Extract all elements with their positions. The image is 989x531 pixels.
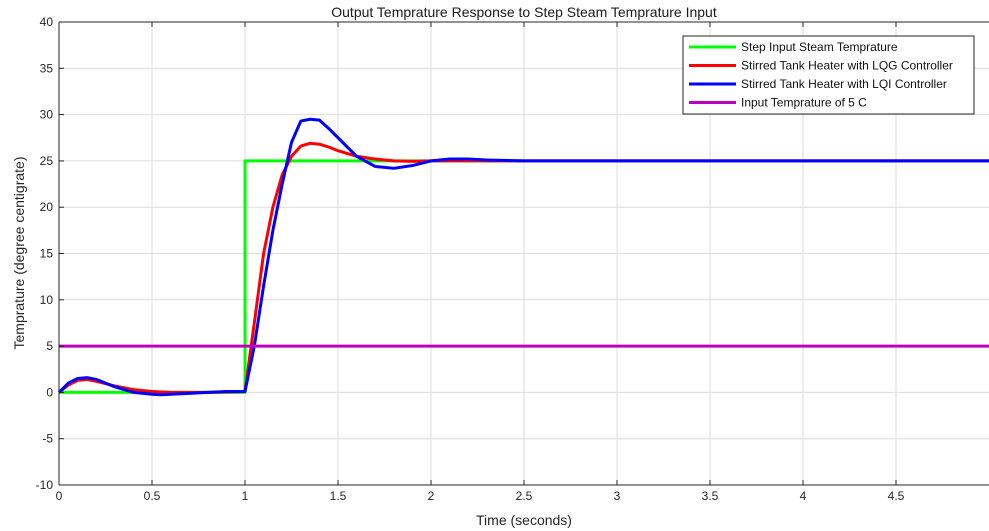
y-tick-label: 30	[40, 108, 54, 122]
y-tick-label: 5	[46, 339, 53, 353]
y-tick-label: 25	[40, 154, 54, 168]
series-layer	[57, 117, 989, 397]
x-tick-label: 2.5	[516, 489, 533, 503]
x-tick-label: 4.5	[888, 489, 905, 503]
x-tick-label: 3	[614, 489, 621, 503]
series-line-3	[57, 117, 989, 397]
y-tick-label: 35	[40, 61, 54, 75]
legend-label-4: Input Temprature of 5 C	[741, 96, 867, 110]
y-tick-label: 40	[40, 15, 54, 29]
x-tick-label: 1.5	[330, 489, 347, 503]
tick-labels: 0 0.5 1 1.5 2 2.5 3 3.5 4 4.5 -10 -5 0 5 10 15 20 25 30 35 4…	[36, 15, 905, 503]
y-tick-label: 10	[40, 293, 54, 307]
x-tick-label: 0	[56, 489, 63, 503]
legend-label-2: Stirred Tank Heater with LQG Controller	[741, 59, 953, 73]
y-tick-label: -10	[36, 478, 54, 492]
chart-title: Output Temprature Response to Step Steam…	[331, 4, 717, 20]
x-tick-label: 0.5	[144, 489, 161, 503]
legend: Step Input Steam Temprature Stirred Tank …	[682, 35, 975, 115]
x-axis-label: Time (seconds)	[476, 512, 572, 528]
legend-label-1: Step Input Steam Temprature	[741, 40, 898, 54]
x-tick-label: 4	[800, 489, 807, 503]
y-tick-label: -5	[42, 432, 53, 446]
y-tick-label: 20	[40, 200, 54, 214]
y-axis-label: Temprature (degree centigrate)	[11, 157, 27, 350]
x-tick-label: 1	[242, 489, 249, 503]
x-tick-label: 3.5	[702, 489, 719, 503]
x-tick-label: 2	[428, 489, 435, 503]
y-tick-label: 0	[46, 385, 53, 399]
legend-label-3: Stirred Tank Heater with LQI Controller	[741, 77, 947, 91]
y-tick-label: 15	[40, 247, 54, 261]
axes	[58, 21, 989, 486]
